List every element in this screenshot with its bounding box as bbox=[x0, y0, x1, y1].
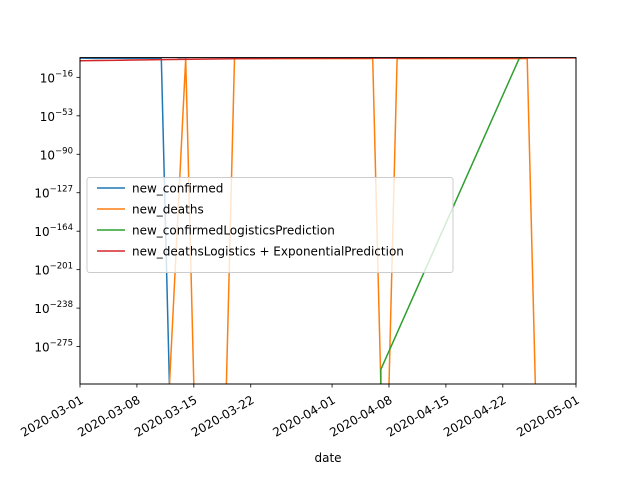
x-axis: 2020-03-012020-03-082020-03-152020-03-22… bbox=[18, 384, 582, 440]
legend-label: new_confirmedLogisticsPrediction bbox=[132, 224, 335, 238]
x-tick-label: 2020-03-22 bbox=[189, 393, 256, 440]
x-tick-label: 2020-04-01 bbox=[270, 393, 337, 440]
x-axis-label: date bbox=[314, 451, 341, 465]
plot-frame bbox=[79, 57, 577, 385]
legend-label: new_confirmed bbox=[132, 182, 223, 196]
y-tick-label: 10−201 bbox=[34, 262, 73, 278]
x-tick-label: 2020-04-08 bbox=[327, 393, 394, 440]
y-tick-label: 10−53 bbox=[40, 108, 73, 124]
y-tick-label: 10−164 bbox=[34, 223, 73, 239]
y-axis: 10−16 10−53 10−90 10−127 10−164 10−201 10−238 1… bbox=[34, 69, 80, 355]
y-tick-label: 10−275 bbox=[34, 339, 73, 355]
series-line-0 bbox=[80, 57, 171, 384]
y-tick-label: 10−238 bbox=[34, 300, 73, 316]
x-tick-label: 2020-04-22 bbox=[441, 393, 508, 440]
legend-label: new_deaths bbox=[132, 203, 204, 217]
y-tick-label: 10−127 bbox=[34, 185, 73, 201]
y-tick-label: 10−90 bbox=[40, 146, 73, 162]
y-tick-label: 10−16 bbox=[40, 69, 73, 85]
x-tick-label: 2020-03-15 bbox=[132, 393, 199, 440]
x-tick-label: 2020-03-01 bbox=[18, 393, 85, 440]
legend-label: new_deathsLogistics + ExponentialPredict… bbox=[132, 245, 404, 259]
legend-box bbox=[86, 177, 454, 273]
legend: new_confirmed new_deaths new_confirmedLogi… bbox=[86, 177, 454, 273]
x-tick-label: 2020-03-08 bbox=[75, 393, 142, 440]
x-tick-label: 2020-05-01 bbox=[514, 393, 581, 440]
x-tick-label: 2020-04-15 bbox=[384, 393, 451, 440]
